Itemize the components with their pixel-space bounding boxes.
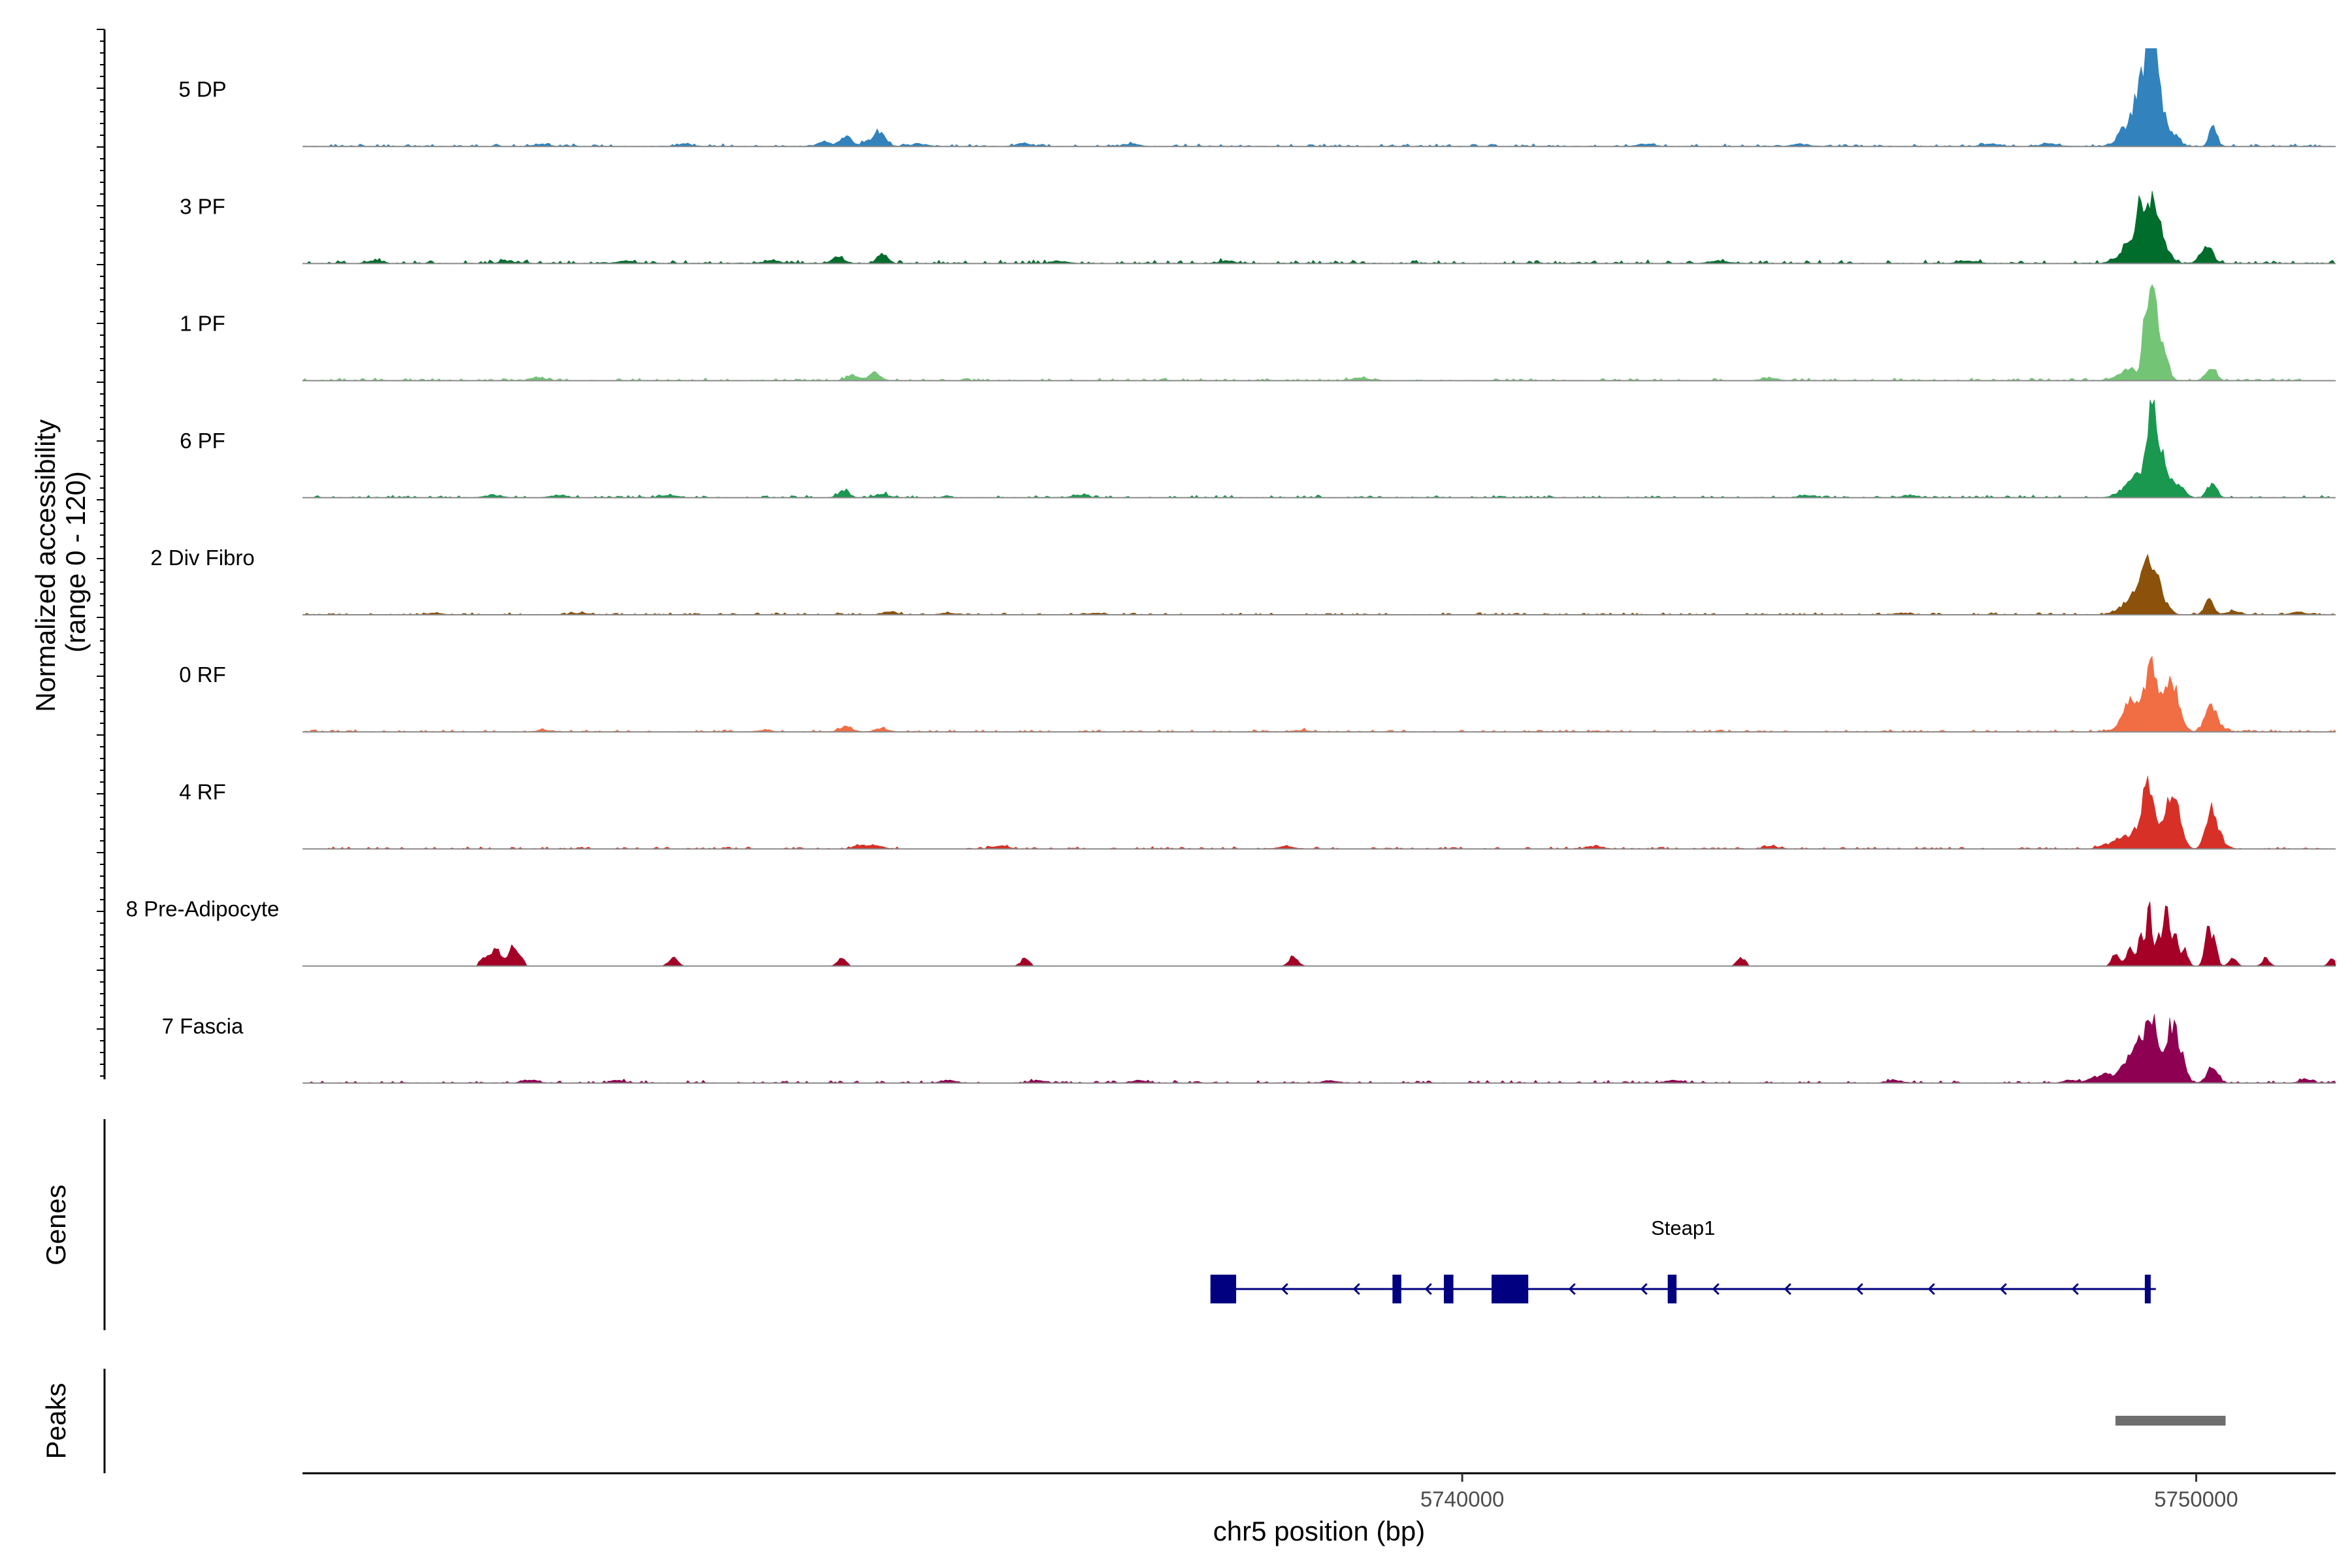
track-label: 7 Fascia [162,1014,244,1038]
accessibility-y-axis [97,29,106,1079]
track-5: 2 Div Fibro [150,546,2336,615]
peaks-panel-title: Peaks [41,1383,71,1460]
coverage-area [302,776,2336,849]
coverage-area [302,399,2336,498]
x-tick-label: 5750000 [2154,1487,2238,1511]
track-label: 5 DP [178,77,226,101]
gene-model: Steap1 [1210,1217,2156,1303]
track-label: 1 PF [180,312,225,336]
gene-strand-arrow [2071,1282,2079,1296]
x-axis-ticks: 5740000 5750000 [1420,1473,2238,1511]
gene-exon [1210,1275,1237,1303]
track-4: 6 PF [180,399,2336,498]
gene-strand-arrow [1424,1282,1432,1296]
genes-panel-title: Genes [41,1184,71,1266]
gene-exon [1392,1275,1401,1303]
gene-strand-arrow [1784,1282,1791,1296]
track-label: 8 Pre-Adipocyte [126,897,280,921]
coverage-area [302,1013,2336,1084]
coverage-area [302,901,2336,966]
gene-strand-arrow [1640,1282,1648,1296]
x-axis-title: chr5 position (bp) [1213,1516,1426,1546]
gene-strand-arrow [1281,1282,1288,1296]
track-label: 6 PF [180,429,225,453]
coverage-area [302,284,2336,381]
coverage-area [302,48,2336,147]
coverage-tracks: 5 DP 3 PF 1 PF 6 PF 2 Div Fibro 0 RF 4 RF 8 Pre… [126,48,2336,1084]
y-axis-title: Normalized accessibility (range 0 - 120) [30,412,91,712]
gene-label-steap1: Steap1 [1651,1217,1715,1239]
gene-strand-arrow [1855,1282,1863,1296]
gene-exon [1667,1275,1677,1303]
coverage-area [302,553,2336,615]
track-7: 4 RF [179,776,2336,850]
track-9: 7 Fascia [162,1013,2336,1084]
gene-exon [1492,1275,1529,1303]
gene-exon [1443,1275,1454,1303]
track-3: 1 PF [180,284,2336,382]
y-axis-title-line-1: Normalized accessibility [30,419,61,712]
coverage-area [302,191,2336,264]
track-1: 5 DP [178,48,2336,148]
track-label: 2 Div Fibro [150,546,255,570]
gene-strand-arrow [1352,1282,1360,1296]
peak-regions [2115,1416,2226,1426]
gene-strand-arrow [1999,1282,2007,1296]
gene-strand-arrow [1927,1282,1935,1296]
x-tick-label: 5740000 [1420,1487,1504,1511]
track-6: 0 RF [179,655,2336,733]
peak-region-bar [2115,1416,2226,1426]
track-2: 3 PF [180,191,2336,265]
gene-strand-arrow [1712,1282,1720,1296]
coverage-area [302,655,2336,732]
gene-exon [2144,1275,2151,1303]
track-label: 0 RF [179,662,226,687]
track-label: 3 PF [180,194,225,218]
gene-strand-arrow [1568,1282,1576,1296]
track-label: 4 RF [179,779,226,804]
track-8: 8 Pre-Adipocyte [126,897,2336,967]
y-axis-title-line-2: (range 0 - 120) [60,471,91,653]
